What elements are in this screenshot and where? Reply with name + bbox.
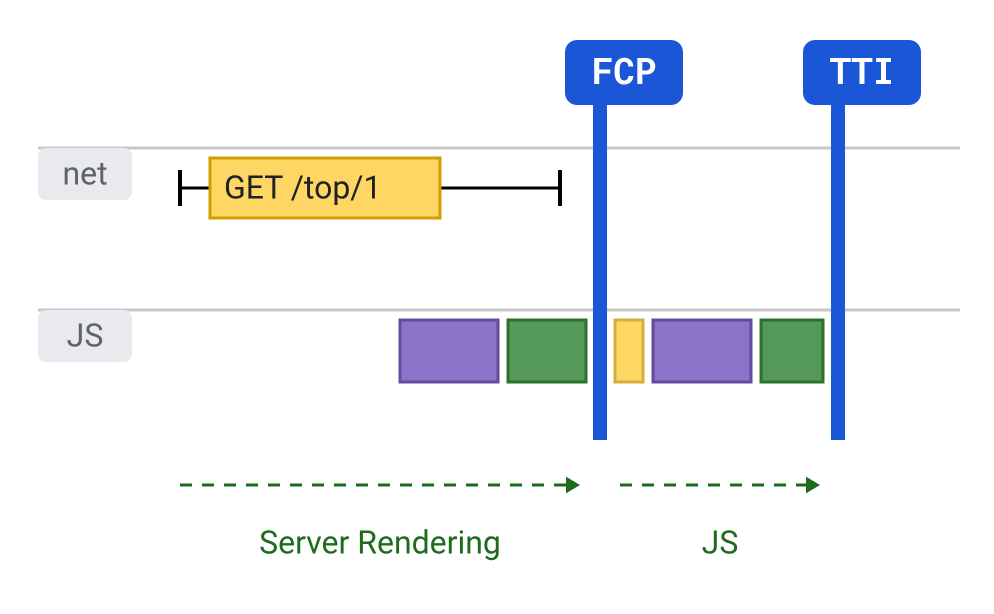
js-task-2 <box>615 320 643 382</box>
marker-label-fcp: FCP <box>592 46 657 94</box>
js-task-1 <box>508 320 586 382</box>
marker-label-tti: TTI <box>830 46 895 94</box>
phase-server: Server Rendering <box>180 477 580 562</box>
phase-label-server: Server Rendering <box>259 523 501 561</box>
net-request-label: GET /top/1 <box>224 168 381 206</box>
phase-js: JS <box>620 477 820 562</box>
js-task-4 <box>761 320 823 382</box>
net-request: GET /top/1 <box>180 158 560 218</box>
row-label-text-net: net <box>62 154 107 192</box>
js-task-0 <box>400 320 498 382</box>
row-label-js: JS <box>38 310 132 362</box>
js-task-3 <box>653 320 751 382</box>
phase-label-js: JS <box>702 523 739 561</box>
row-label-net: net <box>38 148 132 200</box>
row-label-text-js: JS <box>67 316 104 354</box>
